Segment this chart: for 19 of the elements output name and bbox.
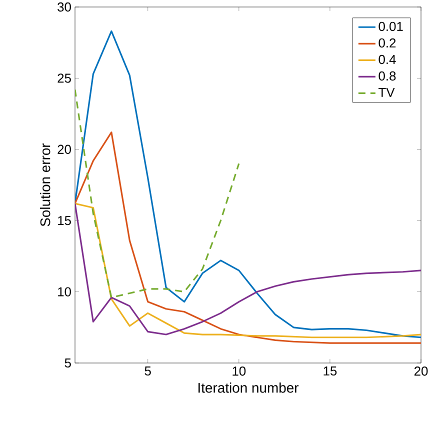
- y-tick-label: 15: [58, 216, 71, 226]
- legend-label: 0.4: [378, 54, 396, 64]
- y-tick-label: 10: [58, 287, 71, 296]
- x-axis-title: Iteration number: [198, 382, 299, 393]
- legend-label: TV: [378, 88, 395, 97]
- line-series: [75, 88, 240, 298]
- y-tick-label: 30: [58, 2, 71, 12]
- legend-label: 0.01: [378, 22, 403, 32]
- y-axis-title: Solution error: [40, 143, 50, 226]
- x-tick-label: 10: [232, 366, 246, 376]
- y-tick-label: 25: [58, 74, 71, 83]
- line-series: [75, 30, 422, 338]
- x-tick-label: 15: [324, 366, 337, 376]
- y-tick-label: 20: [58, 144, 71, 154]
- y-tick-label: 5: [64, 358, 71, 368]
- x-tick-label: 20: [414, 366, 428, 376]
- x-tick-label: 5: [144, 366, 151, 376]
- legend-label: 0.2: [378, 38, 396, 48]
- legend-label: 0.8: [378, 71, 396, 81]
